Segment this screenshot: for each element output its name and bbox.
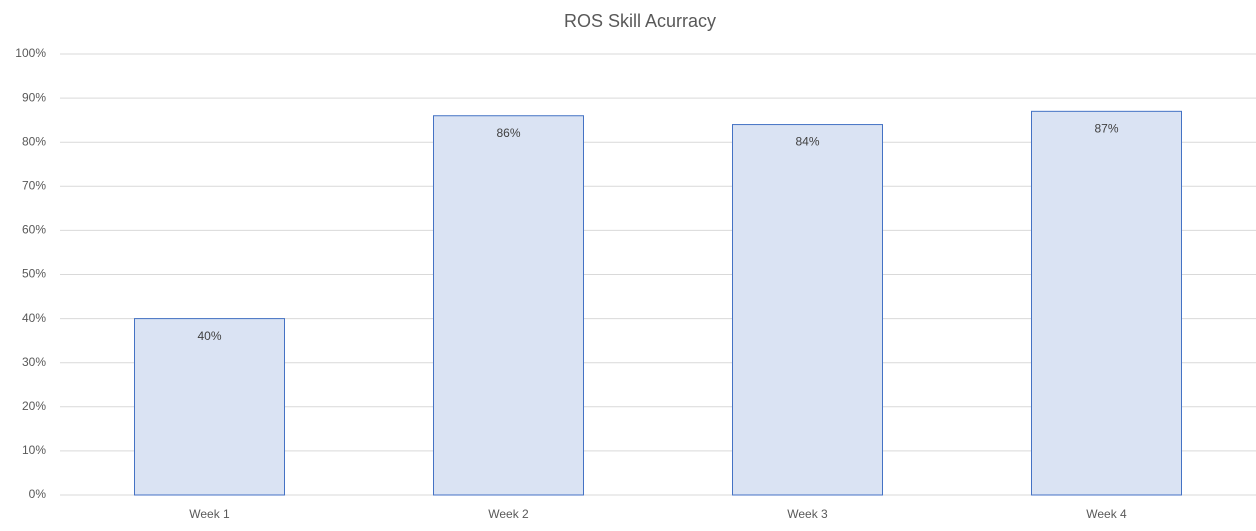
chart-title: ROS Skill Acurracy (564, 11, 716, 31)
bar (134, 318, 285, 496)
data-label: 86% (496, 126, 520, 140)
x-tick-label: Week 3 (787, 507, 828, 521)
y-tick-label: 100% (15, 46, 46, 60)
data-label: 84% (795, 135, 819, 149)
y-tick-label: 20% (22, 399, 46, 413)
y-tick-label: 70% (22, 178, 46, 192)
x-tick-label: Week 2 (488, 507, 529, 521)
bar (1031, 110, 1182, 496)
y-tick-label: 10% (22, 443, 46, 457)
x-tick-label: Week 4 (1086, 507, 1127, 521)
bar (433, 115, 584, 496)
y-tick-label: 80% (22, 134, 46, 148)
x-tick-label: Week 1 (189, 507, 230, 521)
data-label: 87% (1094, 122, 1118, 136)
y-tick-label: 0% (29, 487, 47, 501)
y-tick-label: 50% (22, 267, 46, 281)
y-tick-label: 60% (22, 223, 46, 237)
y-tick-label: 90% (22, 90, 46, 104)
bar (732, 124, 883, 496)
y-tick-label: 40% (22, 311, 46, 325)
y-tick-label: 30% (22, 355, 46, 369)
data-label: 40% (197, 329, 221, 343)
